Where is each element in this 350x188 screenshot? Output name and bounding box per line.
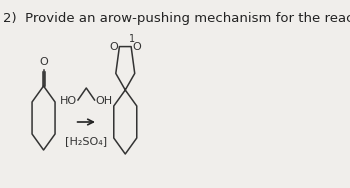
- Text: OH: OH: [96, 96, 113, 106]
- Text: [H₂SO₄]: [H₂SO₄]: [65, 136, 107, 146]
- Text: HO: HO: [60, 96, 77, 106]
- Text: 2)  Provide an arow-pushing mechanism for the reaction shown below.: 2) Provide an arow-pushing mechanism for…: [3, 12, 350, 25]
- Text: O: O: [109, 42, 118, 52]
- Text: O: O: [39, 57, 48, 67]
- Text: O: O: [133, 42, 141, 52]
- Text: 1: 1: [130, 34, 135, 44]
